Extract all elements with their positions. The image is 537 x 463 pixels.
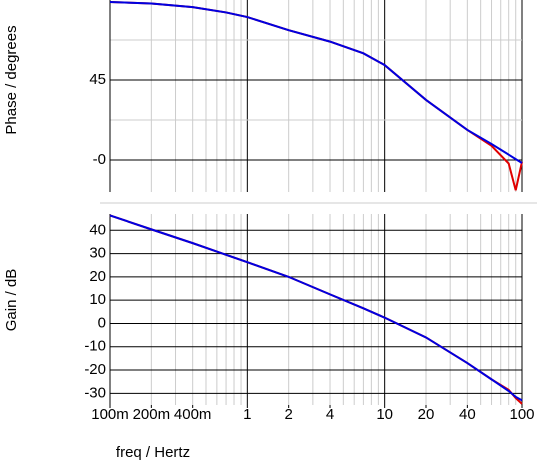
x-tick-label: 40 xyxy=(459,406,476,423)
x-tick-label: 100m xyxy=(91,406,129,423)
y-tick-label: -10 xyxy=(84,338,106,355)
y-tick-label: -30 xyxy=(84,384,106,401)
x-axis-label: freq / Hertz xyxy=(116,444,190,461)
x-tick-label: 200m xyxy=(133,406,171,423)
y-tick-label: 40 xyxy=(89,221,106,238)
x-tick-label: 400m xyxy=(174,406,212,423)
y-tick-label: -0 xyxy=(93,151,106,168)
y-axis-label: Gain / dB xyxy=(3,269,20,332)
x-tick-label: 4 xyxy=(326,406,334,423)
x-tick-label: 20 xyxy=(418,406,435,423)
series-line xyxy=(109,0,523,191)
y-tick-label: 45 xyxy=(89,71,106,88)
y-tick-label: 0 xyxy=(98,314,106,331)
y-tick-label: 20 xyxy=(89,268,106,285)
y-tick-label: 30 xyxy=(89,245,106,262)
y-axis-label: Phase / degrees xyxy=(3,25,20,134)
x-tick-label: 1 xyxy=(243,406,251,423)
series-line xyxy=(109,214,523,405)
x-tick-label: 2 xyxy=(285,406,293,423)
x-tick-label: 10 xyxy=(376,406,393,423)
series-line xyxy=(109,214,523,402)
series-line xyxy=(109,0,523,164)
y-tick-label: 10 xyxy=(89,291,106,308)
x-tick-label: 100 xyxy=(509,406,534,423)
y-tick-label: -20 xyxy=(84,361,106,378)
